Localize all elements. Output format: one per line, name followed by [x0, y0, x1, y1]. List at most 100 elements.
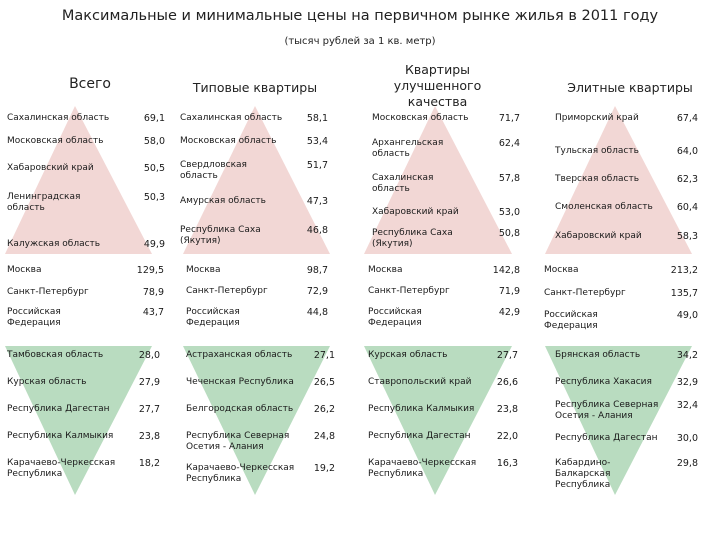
typical-mid-region: Российская Федерация — [186, 307, 240, 328]
typical-bottom-region: Чеченская Республика — [186, 377, 294, 387]
typical-top-value: 47,3 — [306, 196, 328, 207]
elite-bottom-region: Брянская область — [555, 350, 641, 360]
typical-top-region: Сахалинская область — [180, 113, 283, 123]
elite-bottom-value: 30,0 — [676, 433, 698, 444]
typical-bottom-region: Республика Северная Осетия - Алания — [186, 431, 290, 452]
improved-mid-value: 71,9 — [498, 286, 520, 297]
bottom-triangle-total — [5, 346, 152, 495]
elite-mid-region: Москва — [544, 265, 579, 275]
improved-bottom-region: Республика Калмыкия — [368, 404, 475, 414]
total-top-value: 69,1 — [143, 113, 165, 124]
typical-bottom-value: 19,2 — [313, 463, 335, 474]
total-top-region: Сахалинская область — [7, 113, 110, 123]
typical-top-region: Московская область — [180, 136, 277, 146]
improved-bottom-region: Карачаево-Черкесская Республика — [368, 458, 477, 479]
elite-mid-value: 135,7 — [670, 288, 698, 299]
typical-bottom-value: 26,2 — [313, 404, 335, 415]
typical-top-value: 58,1 — [306, 113, 328, 124]
improved-bottom-value: 26,6 — [496, 377, 518, 388]
total-mid-region: Санкт-Петербург — [7, 287, 89, 297]
top-triangle-typical — [183, 106, 330, 254]
total-bottom-value: 28,0 — [138, 350, 160, 361]
total-top-value: 49,9 — [143, 239, 165, 250]
typical-mid-value: 98,7 — [306, 265, 328, 276]
typical-top-region: Амурская область — [180, 196, 266, 206]
elite-mid-region: Российская Федерация — [544, 310, 598, 331]
typical-top-region: Республика Саха (Якутия) — [180, 225, 261, 246]
total-top-region: Ленинградская область — [7, 192, 81, 213]
improved-mid-region: Санкт-Петербург — [368, 286, 450, 296]
elite-top-region: Смоленская область — [555, 202, 653, 212]
total-top-value: 50,3 — [143, 192, 165, 203]
total-mid-value: 43,7 — [142, 307, 164, 318]
column-heading-typical: Типовые квартиры — [192, 80, 318, 95]
improved-bottom-value: 23,8 — [496, 404, 518, 415]
elite-bottom-value: 32,9 — [676, 377, 698, 388]
total-top-region: Хабаровский край — [7, 163, 94, 173]
elite-bottom-region: Республика Хакасия — [555, 377, 652, 387]
total-bottom-region: Республика Дагестан — [7, 404, 110, 414]
typical-mid-value: 44,8 — [306, 307, 328, 318]
improved-top-value: 50,8 — [498, 228, 520, 239]
typical-bottom-region: Астраханская область — [186, 350, 293, 360]
typical-top-value: 46,8 — [306, 225, 328, 236]
elite-top-value: 64,0 — [676, 146, 698, 157]
improved-mid-region: Российская Федерация — [368, 307, 422, 328]
improved-top-region: Хабаровский край — [372, 207, 459, 217]
total-mid-value: 129,5 — [136, 265, 164, 276]
total-top-region: Московская область — [7, 136, 104, 146]
total-bottom-value: 27,9 — [138, 377, 160, 388]
total-bottom-value: 27,7 — [138, 404, 160, 415]
improved-top-value: 62,4 — [498, 138, 520, 149]
elite-top-value: 60,4 — [676, 202, 698, 213]
total-top-value: 50,5 — [143, 163, 165, 174]
improved-mid-region: Москва — [368, 265, 403, 275]
typical-bottom-value: 24,8 — [313, 431, 335, 442]
elite-top-value: 67,4 — [676, 113, 698, 124]
column-heading-elite: Элитные квартиры — [567, 80, 693, 95]
total-mid-region: Российская Федерация — [7, 307, 61, 328]
improved-mid-value: 142,8 — [492, 265, 520, 276]
total-bottom-value: 18,2 — [138, 458, 160, 469]
improved-bottom-region: Курская область — [368, 350, 448, 360]
total-top-region: Калужская область — [7, 239, 101, 249]
typical-mid-value: 72,9 — [306, 286, 328, 297]
page-title: Максимальные и минимальные цены на перви… — [61, 8, 659, 24]
typical-top-value: 53,4 — [306, 136, 328, 147]
total-mid-value: 78,9 — [142, 287, 164, 298]
improved-top-region: Московская область — [372, 113, 469, 123]
improved-top-region: Республика Саха (Якутия) — [372, 228, 453, 249]
typical-bottom-value: 26,5 — [313, 377, 335, 388]
elite-mid-value: 213,2 — [670, 265, 698, 276]
elite-bottom-region: Республика Дагестан — [555, 433, 658, 443]
column-heading-total: Всего — [69, 76, 111, 92]
typical-bottom-region: Белгородская область — [186, 404, 294, 414]
total-bottom-region: Республика Калмыкия — [7, 431, 114, 441]
elite-bottom-value: 29,8 — [676, 458, 698, 469]
total-bottom-region: Карачаево-Черкесская Республика — [7, 458, 116, 479]
improved-top-region: Архангельская область — [372, 138, 444, 159]
improved-bottom-region: Республика Дагестан — [368, 431, 471, 441]
improved-top-value: 71,7 — [498, 113, 520, 124]
elite-top-region: Тульская область — [555, 146, 639, 156]
elite-mid-value: 49,0 — [676, 310, 698, 321]
typical-bottom-value: 27,1 — [313, 350, 335, 361]
typical-top-region: Свердловская область — [180, 160, 247, 181]
elite-top-value: 58,3 — [676, 231, 698, 242]
elite-bottom-region: Кабардино-Балкарская Республика — [555, 458, 611, 490]
elite-top-region: Приморский край — [555, 113, 639, 123]
improved-top-value: 57,8 — [498, 173, 520, 184]
elite-top-value: 62,3 — [676, 174, 698, 185]
elite-bottom-value: 34,2 — [676, 350, 698, 361]
typical-mid-region: Санкт-Петербург — [186, 286, 268, 296]
typical-bottom-region: Карачаево-Черкесская Республика — [186, 463, 295, 484]
bottom-triangle-improved — [364, 346, 512, 495]
improved-bottom-value: 27,7 — [496, 350, 518, 361]
elite-bottom-value: 32,4 — [676, 400, 698, 411]
top-triangle-improved — [364, 106, 512, 254]
total-top-value: 58,0 — [143, 136, 165, 147]
improved-top-region: Сахалинская область — [372, 173, 434, 194]
top-triangle-total — [5, 106, 152, 254]
total-bottom-region: Курская область — [7, 377, 87, 387]
